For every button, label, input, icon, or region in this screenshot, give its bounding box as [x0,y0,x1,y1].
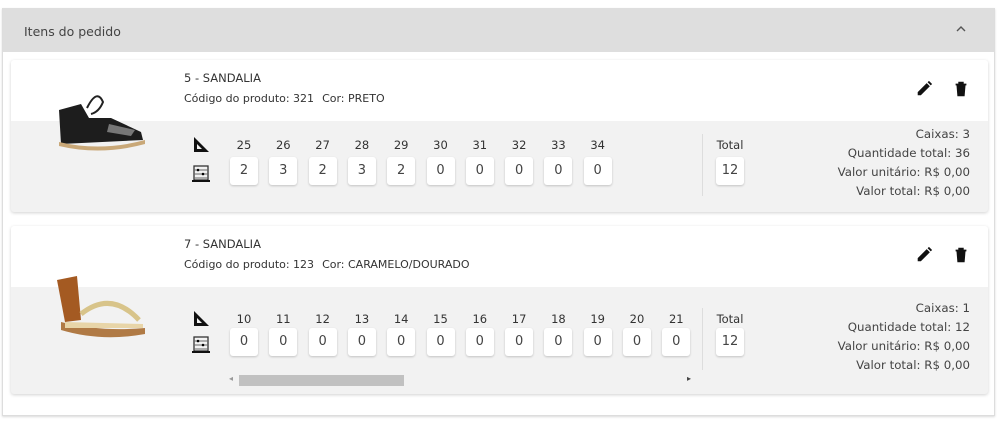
total-label: Total [716,312,744,326]
total-value: Valor total: R$ 0,00 [856,184,970,198]
size-quantity-input[interactable]: 0 [583,328,612,356]
size-quantity-input[interactable]: 0 [505,328,534,356]
item-summary: Caixas: 1 Quantidade total: 12 Valor unitá… [838,299,970,375]
size-quantity-input[interactable]: 2 [230,157,258,185]
total-label: Total [716,138,744,152]
size-label: 33 [551,138,566,152]
unit-value: Valor unitário: R$ 0,00 [837,165,970,179]
size-quantity-input[interactable]: 0 [623,328,651,356]
size-label: 25 [236,138,252,152]
panel-header[interactable]: Itens do pedido [3,8,994,52]
size-label: 32 [511,138,527,152]
chevron-up-icon[interactable] [954,22,968,36]
total-value: Valor total: R$ 0,00 [856,358,970,372]
product-color: Cor: PRETO [322,92,385,105]
size-quantity-input[interactable]: 0 [544,328,573,356]
scrollbar-thumb[interactable] [239,375,404,386]
size-label: 10 [236,312,252,326]
total-quantity: 12 [716,157,744,185]
trash-icon[interactable] [952,80,970,98]
size-label: 31 [472,138,488,152]
size-quantity-input[interactable]: 0 [465,328,494,356]
order-item-card: 7 - SANDALIA Código do produto: 123 Cor: … [11,226,988,394]
size-quantity-input[interactable]: 0 [544,157,573,185]
size-label: 17 [511,312,527,326]
size-label: 27 [315,138,330,152]
panel-title: Itens do pedido [24,24,121,39]
size-quantity-input[interactable]: 0 [230,328,258,356]
abacus-icon [192,336,210,353]
size-quantity-input[interactable]: 0 [505,157,534,185]
item-summary: Caixas: 3 Quantidade total: 36 Valor unitá… [838,125,970,201]
size-label: 26 [275,138,291,152]
size-label: 13 [354,312,370,326]
horizontal-scrollbar[interactable]: ◂ ▸ [227,374,693,387]
scroll-right-arrow[interactable]: ▸ [686,374,691,383]
size-quantity-input[interactable]: 0 [465,157,494,185]
unit-value: Valor unitário: R$ 0,00 [837,339,970,353]
size-label: 21 [668,312,684,326]
size-quantity-input[interactable]: 0 [662,328,691,356]
size-label: 19 [590,312,605,326]
trash-icon[interactable] [952,246,970,264]
size-quantity-input[interactable]: 0 [583,157,612,185]
quantity-total: Quantidade total: 36 [847,146,970,160]
pencil-icon[interactable] [915,246,933,264]
size-label: 15 [433,312,448,326]
product-code: Código do produto: 123 [184,258,315,271]
size-label: 28 [354,138,370,152]
size-quantity-input[interactable]: 0 [426,157,455,185]
size-quantity-input[interactable]: 0 [347,328,376,356]
size-label: 11 [275,312,291,326]
total-quantity: 12 [716,328,744,356]
order-items-panel: Itens do pedido 5 - SANDALIA Código do p… [2,8,995,416]
size-label: 34 [590,138,605,152]
size-label: 12 [315,312,330,326]
product-title: 5 - SANDALIA [184,71,261,85]
size-quantity-input[interactable]: 0 [269,328,298,356]
quantity-total: Quantidade total: 12 [847,320,970,334]
product-image [59,95,145,151]
size-quantity-input[interactable]: 2 [387,157,416,185]
size-label: 16 [472,312,488,326]
size-quantity-input[interactable]: 0 [387,328,416,356]
size-label: 29 [393,138,409,152]
boxes-count: Caixas: 3 [915,127,970,141]
size-quantity-input[interactable]: 3 [347,157,376,185]
set-square-icon [194,137,209,152]
order-item-card: 5 - SANDALIA Código do produto: 321 Cor: … [11,60,988,212]
size-quantity-input[interactable]: 0 [426,328,455,356]
product-code: Código do produto: 321 [184,92,315,105]
size-label: 20 [629,312,645,326]
size-quantity-input[interactable]: 3 [269,157,298,185]
pencil-icon[interactable] [915,80,933,98]
product-color: Cor: CARAMELO/DOURADO [322,258,470,271]
product-title: 7 - SANDALIA [184,237,261,251]
boxes-count: Caixas: 1 [915,301,970,315]
scroll-left-arrow[interactable]: ◂ [229,374,234,383]
product-image [57,276,145,338]
size-quantity-input[interactable]: 2 [308,157,337,185]
set-square-icon [194,311,209,326]
size-label: 18 [551,312,566,326]
size-label: 30 [433,138,448,152]
size-label: 14 [393,312,409,326]
size-quantity-input[interactable]: 0 [308,328,337,356]
abacus-icon [192,165,210,182]
